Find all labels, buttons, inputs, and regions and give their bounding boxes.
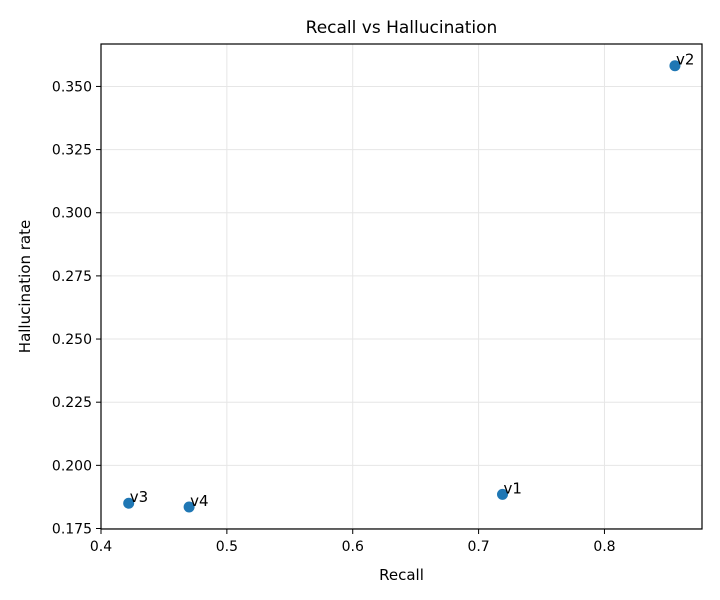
point-label-v2: v2: [676, 51, 694, 69]
point-label-v1: v1: [504, 479, 522, 497]
x-tick-label: 0.4: [90, 539, 112, 555]
x-tick-label: 0.5: [216, 539, 238, 555]
data-point-v2: [669, 60, 681, 72]
x-tick-label: 0.7: [467, 539, 489, 555]
x-tick-label: 0.6: [342, 539, 364, 555]
y-tick-label: 0.225: [52, 395, 92, 411]
y-tick-label: 0.325: [52, 143, 92, 159]
data-point-v4: [183, 501, 195, 513]
data-point-v1: [497, 488, 509, 500]
y-tick-label: 0.350: [52, 79, 92, 95]
y-tick-label: 0.175: [52, 521, 92, 537]
data-points: v1 v2 v3 v4: [123, 51, 694, 513]
point-label-v4: v4: [190, 492, 208, 510]
grid: [100, 44, 702, 529]
point-label-v3: v3: [130, 488, 148, 506]
chart-title: Recall vs Hallucination: [306, 18, 498, 38]
y-tick-label: 0.275: [52, 269, 92, 285]
x-axis-label: Recall: [379, 566, 424, 584]
axis-ticks: 0.4 0.5 0.6 0.7 0.8 0.175 0.200 0.225 0.250 0.275…: [52, 79, 616, 555]
data-point-v3: [123, 497, 135, 509]
y-tick-label: 0.250: [52, 332, 92, 348]
x-tick-label: 0.8: [593, 539, 615, 555]
y-axis-label: Hallucination rate: [16, 220, 34, 353]
plot-frame: [100, 43, 703, 530]
y-tick-label: 0.300: [52, 206, 92, 222]
y-tick-label: 0.200: [52, 458, 92, 474]
